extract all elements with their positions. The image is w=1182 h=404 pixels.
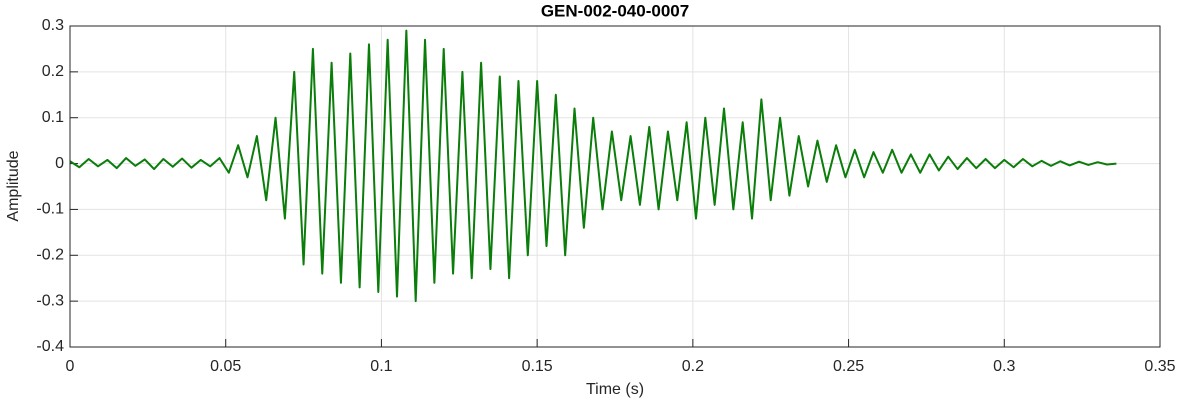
y-tick-label: 0.2 — [42, 63, 64, 80]
plot-area — [70, 26, 1160, 347]
marks — [69, 29, 1117, 303]
y-tick-label: 0 — [55, 155, 64, 172]
x-tick-label: 0.2 — [682, 358, 704, 375]
y-tick-label: -0.3 — [36, 292, 64, 309]
y-tick-label: 0.1 — [42, 109, 64, 126]
x-tick-label: 0.1 — [370, 358, 392, 375]
y-tick-label: -0.2 — [36, 247, 64, 264]
y-tick-label: -0.1 — [36, 201, 64, 218]
x-tick-label: 0.35 — [1144, 358, 1175, 375]
y-tick-label: 0.3 — [42, 17, 64, 34]
x-axis-label: Time (s) — [586, 381, 644, 398]
y-tick-label: -0.4 — [36, 338, 64, 355]
waveform-line — [69, 29, 1117, 303]
y-axis-label: Amplitude — [5, 150, 22, 221]
x-tick-label: 0.3 — [993, 358, 1015, 375]
axes-box — [69, 25, 1161, 348]
x-tick-label: 0.25 — [833, 358, 864, 375]
chart-title: GEN-002-040-0007 — [541, 1, 689, 20]
x-tick-label: 0.05 — [210, 358, 241, 375]
x-tick-label: 0 — [66, 358, 75, 375]
x-tick-label: 0.15 — [522, 358, 553, 375]
